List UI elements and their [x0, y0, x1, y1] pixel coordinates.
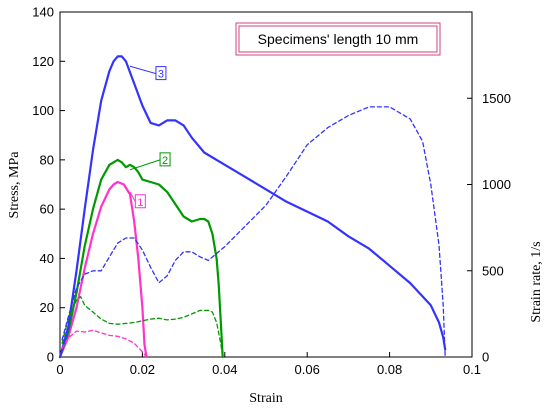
x-tick-label: 0.08 [377, 362, 402, 377]
y-right-tick-label: 0 [482, 350, 489, 365]
y-left-tick-label: 60 [40, 202, 54, 217]
series-label-1: 1 [137, 197, 143, 209]
y-left-tick-label: 0 [47, 350, 54, 365]
y-left-tick-label: 100 [32, 103, 54, 118]
y-left-tick-label: 120 [32, 54, 54, 69]
x-axis-title: Strain [249, 391, 282, 406]
y-left-tick-label: 80 [40, 152, 54, 167]
x-tick-label: 0.04 [212, 362, 237, 377]
y-left-tick-label: 20 [40, 300, 54, 315]
x-tick-label: 0.1 [463, 362, 481, 377]
x-tick-label: 0.06 [295, 362, 320, 377]
y-axis-title-right: Strain rate, 1/s [529, 241, 544, 322]
series-label-3: 3 [158, 69, 164, 81]
annotation-box: Specimens' length 10 mm [236, 23, 440, 55]
x-tick-label: 0.02 [130, 362, 155, 377]
x-tick-label: 0 [56, 362, 63, 377]
y-right-tick-label: 1000 [482, 177, 511, 192]
y-axis-title-left: Stress, MPa [7, 151, 22, 219]
y-left-tick-label: 40 [40, 251, 54, 266]
y-left-tick-label: 140 [32, 5, 54, 20]
series-label-2: 2 [162, 155, 168, 167]
y-right-tick-label: 500 [482, 263, 504, 278]
y-right-tick-label: 1500 [482, 91, 511, 106]
annotation-text: Specimens' length 10 mm [258, 31, 419, 47]
